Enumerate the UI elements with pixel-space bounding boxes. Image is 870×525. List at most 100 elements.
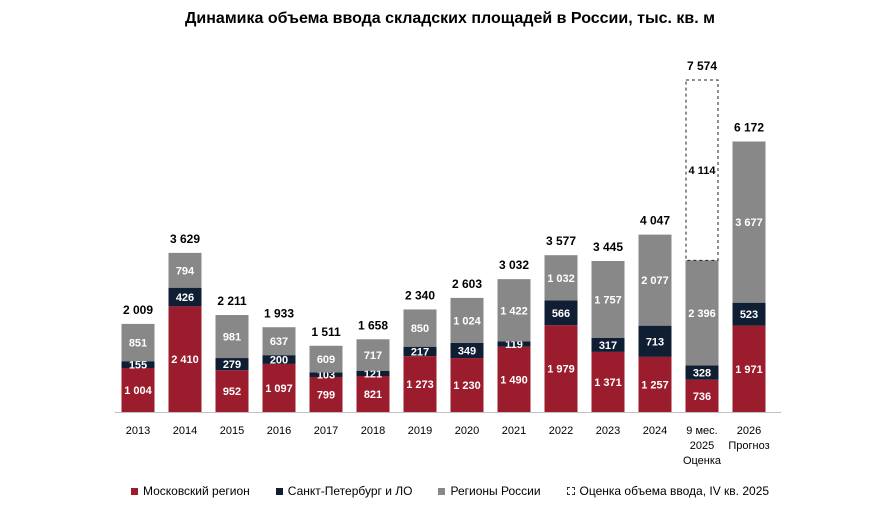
data-label-regions: 637 [270,336,288,348]
bar-segment-spb [497,341,531,347]
x-tick-label: 2016 [267,425,291,437]
legend-item-spb: Санкт-Петербург и ЛО [275,484,412,498]
x-tick-label: 2026 [737,425,761,437]
bar-segment-regions [544,255,578,301]
data-label-moscow: 2 410 [171,354,199,366]
data-label-spb: 200 [270,355,288,367]
data-label-regions: 851 [129,338,147,350]
bar-segment-regions [497,279,531,342]
x-tick-label: 9 мес. [686,425,717,437]
data-label-spb: 279 [223,359,241,371]
x-tick-label: 2022 [549,425,573,437]
data-label-moscow: 1 979 [547,364,575,376]
bar-segment-moscow [215,370,249,412]
x-tick-label: 2019 [408,425,432,437]
bar-segment-spb [121,361,155,368]
legend-swatch-estimate [566,487,575,495]
data-label-spb: 328 [693,368,711,380]
data-label-moscow: 821 [364,389,382,401]
x-tick-label: Оценка [683,455,722,467]
bar-segment-spb [262,355,296,364]
data-label-spb: 426 [176,292,194,304]
data-label-regions: 717 [364,350,382,362]
bar-segment-spb [309,372,343,377]
legend: Московский регион Санкт-Петербург и ЛО Р… [0,484,870,498]
bar-segment-regions [356,339,390,371]
bar-segment-moscow [356,376,390,412]
data-label-moscow: 1 097 [265,383,293,395]
data-label-regions: 850 [411,323,429,335]
bar-segment-moscow [309,376,343,412]
bar-segment-spb [544,300,578,326]
bar-segment-spb [732,302,766,326]
total-label: 3 577 [546,234,576,248]
total-label: 2 340 [405,288,435,302]
bar-segment-regions [685,260,719,366]
legend-label-regions: Регионы России [450,484,541,498]
data-label-moscow: 1 273 [406,379,434,391]
data-label-moscow: 952 [223,386,241,398]
bar-segment-spb [215,358,249,371]
total-label: 6 172 [734,120,764,134]
total-label: 2 603 [452,277,482,291]
x-tick-label: 2018 [361,425,385,437]
bar-segment-moscow [685,379,719,412]
bar-segment-regions [450,297,484,343]
legend-swatch-regions [438,487,446,495]
data-label-spb: 523 [740,309,758,321]
x-tick-label: 2013 [126,425,150,437]
data-label-estimate: 4 114 [689,165,717,177]
data-label-spb: 317 [599,340,617,352]
total-label: 4 047 [640,214,670,228]
bar-segment-spb [685,365,719,380]
data-label-spb: 103 [317,370,335,382]
data-label-regions: 2 077 [641,275,669,287]
total-label: 7 574 [687,59,717,73]
data-label-spb: 713 [646,336,664,348]
data-label-moscow: 1 257 [641,379,669,391]
bar-segment-spb [403,346,437,357]
bar-segment-moscow [121,367,155,412]
data-label-regions: 2 396 [688,308,716,320]
bar-segment-regions [638,234,672,326]
legend-item-estimate: Оценка объема ввода, IV кв. 2025 [566,484,769,498]
bar-segment-moscow [262,363,296,412]
bar-segment-moscow [544,325,578,412]
total-label: 1 933 [264,306,294,320]
bar-segment-spb [450,342,484,359]
total-label: 1 511 [311,325,341,339]
bar-segment-moscow [591,351,625,412]
data-label-regions: 3 677 [735,217,763,229]
data-label-spb: 566 [552,308,570,320]
bar-segment-regions [309,345,343,373]
x-tick-label: 2014 [173,425,197,437]
data-label-regions: 981 [223,332,241,344]
data-label-spb: 155 [129,360,147,372]
bar-segment-moscow [168,306,202,412]
x-tick-label: Прогноз [728,440,769,452]
data-label-moscow: 1 490 [500,374,528,386]
data-label-regions: 1 757 [594,294,622,306]
data-label-moscow: 1 230 [453,380,481,392]
total-label: 2 009 [123,303,153,317]
x-tick-label: 2020 [455,425,479,437]
legend-item-regions: Регионы России [438,484,541,498]
x-tick-label: 2025 [690,440,714,452]
total-label: 3 032 [499,258,529,272]
total-label: 1 658 [358,318,388,332]
data-label-regions: 609 [317,354,335,366]
bar-segment-regions [121,323,155,362]
total-label: 3 629 [170,232,200,246]
data-label-regions: 794 [176,265,195,277]
data-label-moscow: 799 [317,389,335,401]
bar-segment-moscow [732,325,766,412]
total-label: 2 211 [217,294,247,308]
data-label-moscow: 1 004 [124,385,152,397]
data-label-regions: 1 024 [453,315,481,327]
chart-title: Динамика объема ввода складских площадей… [185,10,715,27]
data-label-spb: 121 [364,368,382,380]
x-tick-label: 2015 [220,425,244,437]
bar-segment-spb [168,287,202,307]
x-tick-label: 2017 [314,425,338,437]
